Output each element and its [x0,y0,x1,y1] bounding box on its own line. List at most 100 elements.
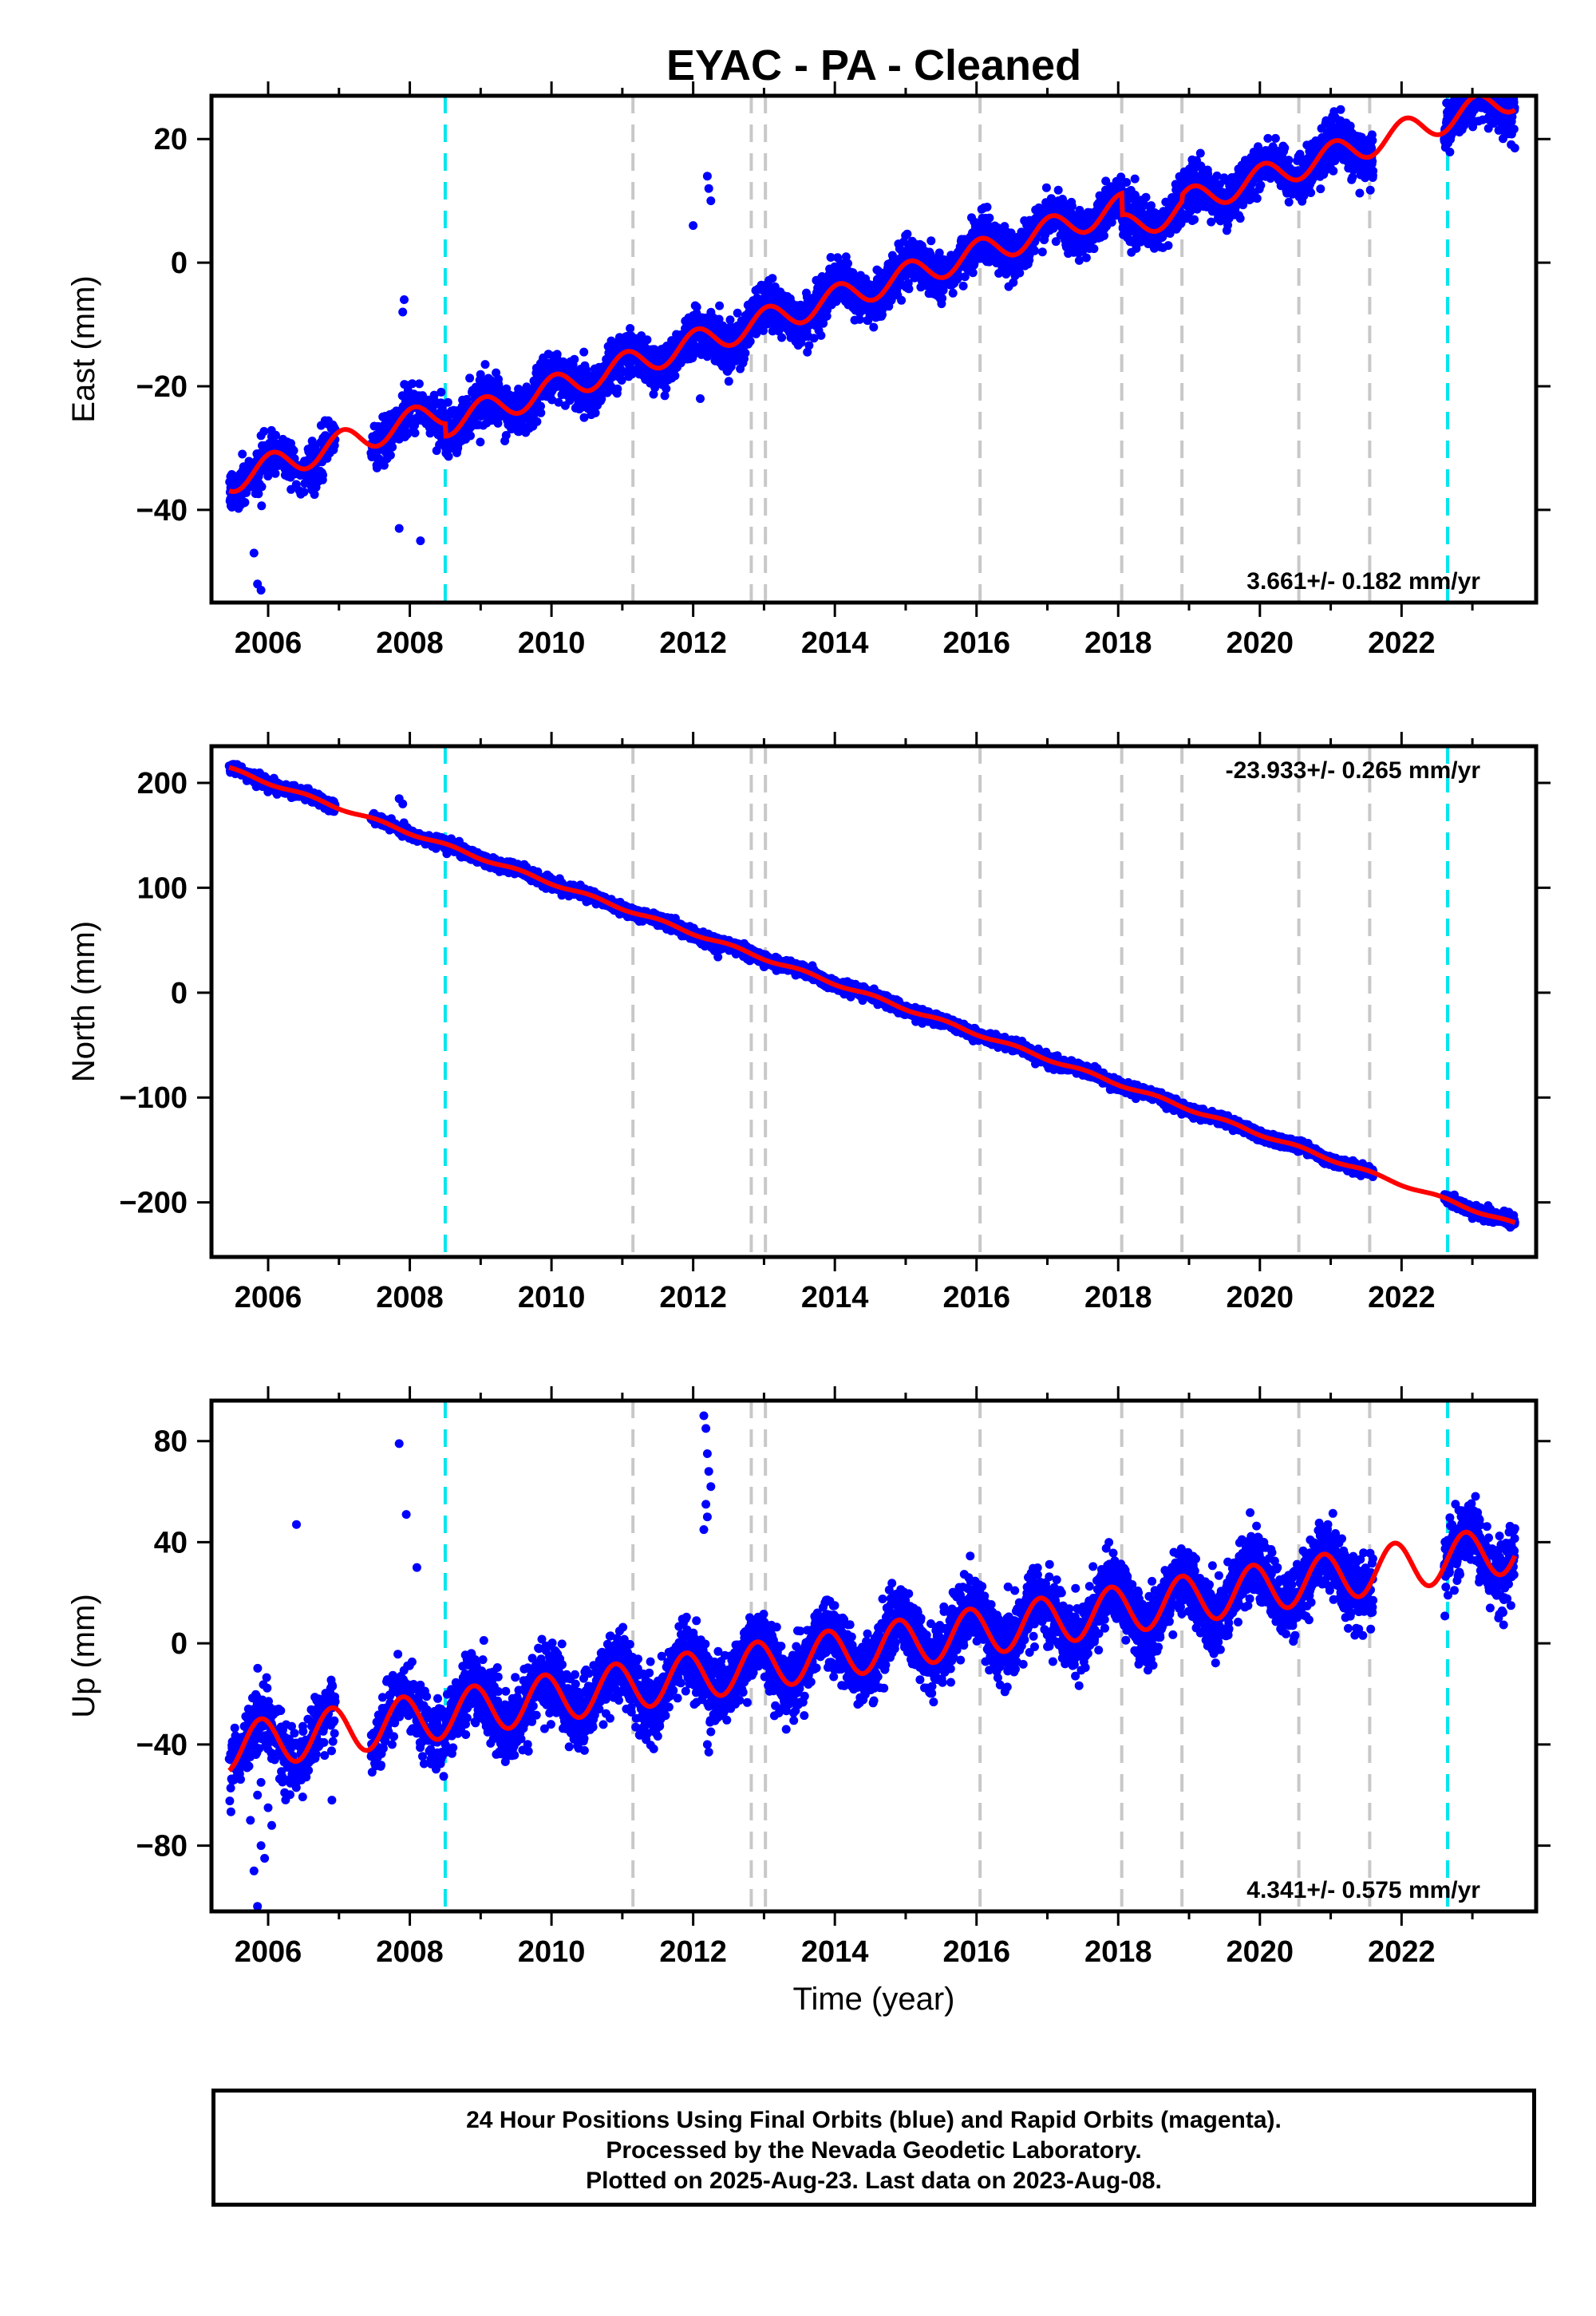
data-point [970,259,979,268]
data-point [476,370,485,379]
data-point [579,347,589,357]
data-point [1252,194,1262,204]
data-point [410,429,420,437]
data-point [616,369,626,378]
data-point [408,379,417,389]
data-point [536,408,546,417]
data-point [887,295,896,304]
data-point [437,387,446,397]
data-point [1195,148,1205,158]
data-point [804,341,814,350]
data-point [1256,180,1266,190]
data-point [501,431,511,440]
data-point [554,397,563,407]
data-point [903,229,912,239]
data-point [670,371,680,381]
data-point [1270,133,1280,143]
data-point [257,501,267,511]
data-point [379,460,389,470]
data-point [1235,214,1245,223]
data-point [841,252,851,262]
data-point [954,272,963,282]
data-point [662,384,671,393]
data-point [733,308,742,318]
data-point [388,442,397,452]
data-point [714,314,724,324]
data-point [552,350,562,359]
data-point [1190,215,1199,224]
data-point [299,488,309,496]
data-point [1067,201,1077,211]
data-point [803,347,812,357]
data-point [768,274,777,283]
data-point [968,268,978,278]
data-point [745,337,755,346]
data-point [466,431,475,441]
data-point [414,379,424,389]
data-point [476,437,485,447]
data-point [958,281,968,290]
data-point [591,408,600,417]
data-point [1015,268,1025,278]
data-point [904,284,914,294]
data-point [1006,228,1016,238]
data-point [715,301,725,310]
data-point [692,302,701,312]
data-point [938,294,947,303]
data-point [480,360,490,370]
data-point [660,391,670,401]
data-point [310,490,319,500]
data-point [259,427,269,436]
data-point [254,489,263,499]
data-point [649,389,658,399]
data-point [1089,244,1099,254]
data-point [813,283,823,293]
data-point [1284,156,1294,165]
data-point [579,413,589,422]
data-point [240,498,250,507]
data-point [1280,143,1290,152]
data-point [536,401,545,411]
data-point [741,348,750,358]
data-point [869,322,879,332]
data-point [926,236,936,246]
data-point [1130,174,1140,184]
data-point [532,417,542,426]
data-point [257,482,267,492]
data-point [613,384,622,393]
data-point [238,449,247,459]
data-point [985,213,994,223]
data-point [465,373,475,383]
data-point [1284,197,1294,207]
data-point [816,330,826,340]
data-point [982,203,992,211]
data-point [1001,270,1011,279]
data-point [1041,183,1051,192]
data-point [547,395,557,405]
data-point [843,259,852,268]
data-point [271,468,280,478]
data-point [897,295,907,305]
data-point [809,334,819,343]
data-point [1037,247,1047,257]
data-point [960,272,970,282]
data-point [1141,192,1151,202]
data-point [1053,185,1063,195]
data-point [855,314,864,324]
data-point [725,315,735,325]
data-point [462,394,472,404]
data-point [385,450,395,460]
data-point [826,253,836,262]
data-point [1263,133,1273,143]
data-point [724,377,733,386]
data-point [570,354,579,364]
data-point [1081,253,1091,263]
chart-title: EYAC - PA - Cleaned [666,41,1081,89]
data-point [759,326,768,335]
data-point [1122,178,1132,187]
data-point [271,430,280,440]
east-points [225,96,1519,595]
